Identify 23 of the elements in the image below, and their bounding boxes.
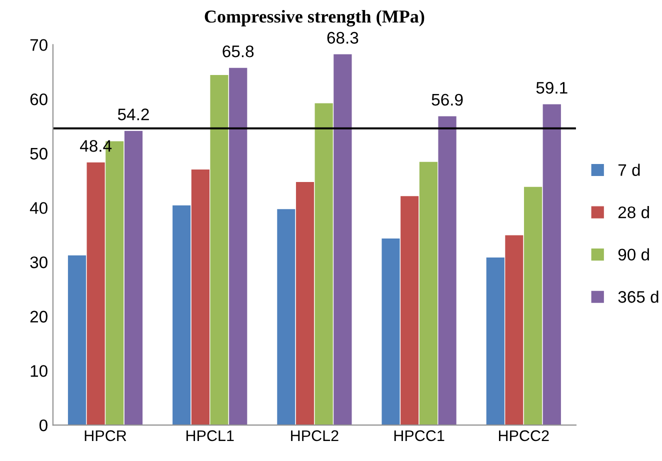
- y-tick-label: 50: [30, 148, 48, 160]
- data-label: 54.2: [118, 108, 149, 120]
- y-tick-label: 30: [30, 256, 48, 268]
- x-tick-label: HPCL1: [186, 430, 234, 442]
- y-tick-label: 40: [30, 202, 48, 214]
- legend-label: 90 d: [618, 248, 649, 261]
- y-tick-label: 20: [30, 310, 48, 323]
- y-tick-label: 10: [30, 365, 48, 377]
- legend-label: 365 d: [618, 290, 658, 303]
- x-tick-label: HPCL2: [291, 430, 338, 442]
- data-label: 68.3: [327, 32, 358, 44]
- data-label: 59.1: [536, 82, 568, 94]
- x-tick-label: HPCC1: [394, 430, 444, 442]
- legend-label: 7 d: [618, 164, 640, 176]
- y-tick-label: 70: [30, 39, 48, 51]
- chart-title: Compressive strength (MPa): [204, 10, 424, 26]
- y-tick-label: 0: [39, 419, 48, 432]
- x-tick-label: HPCR: [84, 430, 126, 442]
- data-label: 56.9: [432, 94, 463, 106]
- data-label: 65.8: [222, 45, 254, 58]
- y-tick-label: 60: [30, 93, 48, 106]
- legend-label: 28 d: [618, 206, 649, 218]
- x-tick-label: HPCC2: [499, 430, 549, 442]
